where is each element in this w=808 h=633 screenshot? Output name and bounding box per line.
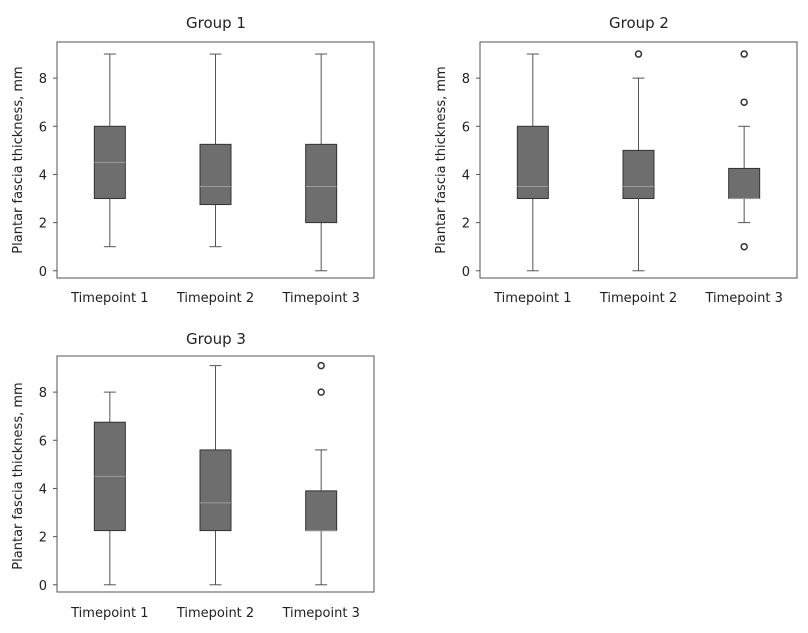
chart-title: Group 3	[186, 330, 246, 348]
x-tick-labels: Timepoint 1 Timepoint 2 Timepoint 3	[70, 291, 360, 306]
outlier-point	[317, 388, 325, 396]
box-iqr	[728, 167, 761, 200]
x-tick-label: Timepoint 3	[281, 291, 359, 306]
outlier-point	[634, 50, 643, 58]
x-tick-label: Timepoint 3	[704, 291, 782, 306]
outlier-point	[740, 242, 748, 251]
outlier-point	[740, 50, 748, 58]
box-iqr	[199, 449, 232, 532]
y-tick-label: 0	[39, 579, 47, 594]
box-iqr	[622, 149, 655, 200]
y-tick-label: 4	[39, 168, 47, 183]
box-iqr	[305, 143, 338, 224]
x-tick-label: Timepoint 1	[70, 606, 148, 621]
y-tick-label: 6	[39, 434, 47, 449]
x-tick-label: Timepoint 2	[176, 606, 254, 621]
box-iqr	[305, 490, 338, 532]
chart-title: Group 1	[186, 14, 246, 32]
y-tick-label: 4	[39, 482, 47, 497]
x-tick-label: Timepoint 2	[599, 291, 677, 306]
x-tick-labels: Timepoint 1 Timepoint 2 Timepoint 3	[493, 291, 783, 306]
outlier-point	[740, 98, 748, 106]
y-ticks: 0 2 4 6 8	[39, 72, 57, 280]
y-tick-label: 8	[39, 386, 47, 401]
boxes	[93, 361, 338, 586]
y-tick-label: 2	[39, 217, 47, 232]
boxes	[516, 50, 761, 272]
plot-frame	[56, 41, 375, 279]
y-tick-label: 6	[39, 120, 47, 135]
y-tick-label: 8	[462, 72, 470, 87]
y-tick-label: 0	[462, 265, 470, 280]
y-tick-label: 6	[462, 120, 470, 135]
y-ticks: 0 2 4 6 8	[39, 386, 57, 594]
y-tick-label: 0	[39, 265, 47, 280]
x-tick-label: Timepoint 1	[493, 291, 571, 306]
y-tick-label: 4	[462, 168, 470, 183]
chart-group-2: Group 2 Plantar fascia thickness, mm 0 2 4…	[434, 14, 798, 306]
plot-frame	[479, 41, 798, 279]
y-axis-label: Plantar fascia thickness, mm	[434, 66, 449, 253]
y-tick-label: 2	[39, 531, 47, 546]
y-ticks: 0 2 4 6 8	[462, 72, 480, 280]
y-axis-label: Plantar fascia thickness, mm	[11, 382, 26, 569]
x-tick-labels: Timepoint 1 Timepoint 2 Timepoint 3	[70, 606, 360, 621]
x-tick-label: Timepoint 1	[70, 291, 148, 306]
outlier-point	[317, 361, 325, 370]
y-tick-label: 8	[39, 72, 47, 87]
box-iqr	[516, 125, 549, 200]
box-iqr	[199, 143, 232, 206]
plot-frame	[56, 355, 375, 593]
x-tick-label: Timepoint 2	[176, 291, 254, 306]
y-tick-label: 2	[462, 217, 470, 232]
boxes	[93, 53, 338, 272]
chart-title: Group 2	[609, 14, 669, 32]
chart-group-1: Group 1 Plantar fascia thickness, mm 0 2 4…	[11, 14, 375, 306]
chart-group-3: Group 3 Plantar fascia thickness, mm 0 2 4…	[11, 330, 375, 621]
y-axis-label: Plantar fascia thickness, mm	[11, 66, 26, 253]
x-tick-label: Timepoint 3	[281, 606, 359, 621]
